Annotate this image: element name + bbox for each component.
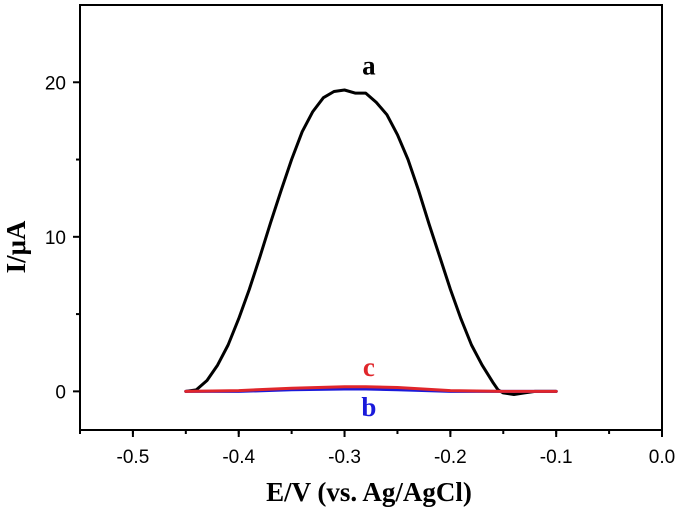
x-tick-label: -0.5 xyxy=(117,447,150,468)
y-axis-ticks: 0 10 20 xyxy=(45,73,80,403)
x-tick-label: -0.4 xyxy=(222,447,255,468)
x-axis-title: E/V (vs. Ag/AgCl) xyxy=(266,477,472,507)
x-tick-label: -0.1 xyxy=(540,447,573,468)
x-tick-label: -0.2 xyxy=(434,447,467,468)
curve-label-c: c xyxy=(363,352,375,382)
y-tick-label: 20 xyxy=(45,73,66,94)
plot-border xyxy=(79,4,663,431)
curve-label-a: a xyxy=(362,51,376,81)
y-tick-label: 0 xyxy=(55,382,66,403)
x-tick-label: 0.0 xyxy=(649,447,675,468)
plot-frame xyxy=(79,4,663,431)
x-tick-label: -0.3 xyxy=(328,447,361,468)
series-line-a xyxy=(184,88,558,396)
x-axis-ticks: -0.5 -0.4 -0.3 -0.2 -0.1 0.0 xyxy=(79,430,675,468)
y-axis-title: I/μA xyxy=(1,220,31,273)
series-line-c xyxy=(184,385,558,393)
curve-label-b: b xyxy=(361,392,376,422)
plot-curves xyxy=(184,88,558,396)
curve-labels: a cb xyxy=(361,51,376,423)
y-tick-label: 10 xyxy=(45,228,66,249)
